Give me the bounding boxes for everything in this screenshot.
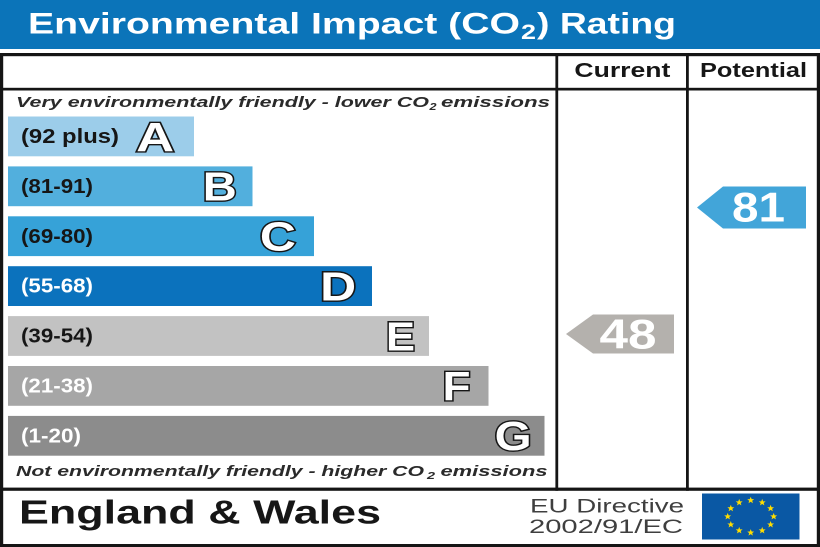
svg-text:2: 2 [521,21,536,44]
svg-text:emissions: emissions [441,464,548,480]
svg-text:Very environmentally friendly: Very environmentally friendly - lower CO [16,95,430,111]
svg-text:(55-68): (55-68) [21,276,93,298]
svg-text:E: E [386,313,415,359]
svg-text:Not environmentally friendly -: Not environmentally friendly - higher CO [16,464,425,480]
svg-text:EU Directive: EU Directive [530,496,684,518]
svg-text:C: C [260,214,296,260]
svg-text:Potential: Potential [700,60,807,82]
svg-text:(81-91): (81-91) [21,176,93,198]
svg-text:G: G [495,413,532,459]
svg-text:(21-38): (21-38) [21,376,93,398]
svg-text:(39-54): (39-54) [21,326,93,348]
svg-text:2: 2 [428,101,436,113]
svg-text:emissions: emissions [441,95,550,111]
svg-text:England & Wales: England & Wales [19,493,381,530]
svg-text:2002/91/EC: 2002/91/EC [529,516,683,538]
svg-text:(69-80): (69-80) [21,226,93,248]
svg-text:Current: Current [574,60,670,82]
svg-text:D: D [320,264,356,310]
svg-text:2: 2 [426,470,436,482]
svg-text:(92 plus): (92 plus) [21,126,119,148]
svg-text:F: F [443,363,471,409]
svg-text:(1-20): (1-20) [21,425,81,447]
svg-text:B: B [203,164,237,210]
svg-text:A: A [136,114,174,160]
svg-text:) Rating: ) Rating [537,8,676,41]
svg-text:Environmental Impact (CO: Environmental Impact (CO [28,8,520,41]
svg-text:81: 81 [732,184,785,231]
svg-text:48: 48 [600,310,657,357]
